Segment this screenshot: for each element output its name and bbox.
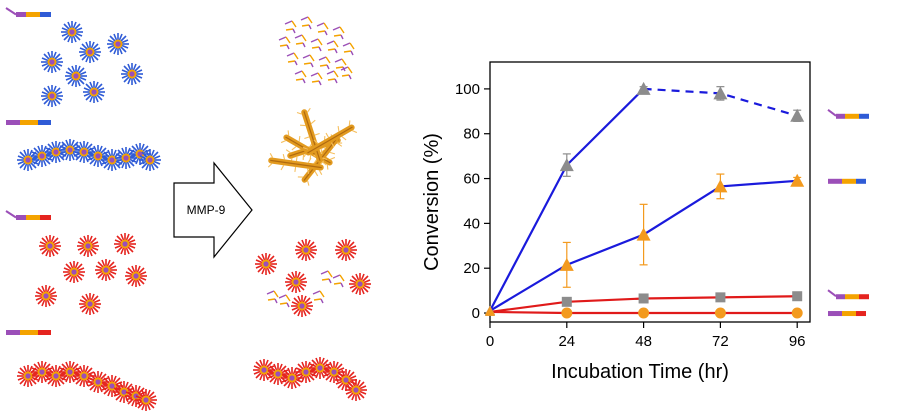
worm-micelle-red xyxy=(16,360,158,412)
y-tick-label: 60 xyxy=(463,171,480,188)
legend-icon-segment xyxy=(836,113,845,119)
y-tick-label: 100 xyxy=(455,81,480,98)
data-point xyxy=(713,179,728,193)
legend-icon-segment xyxy=(856,311,866,317)
data-point xyxy=(485,306,495,316)
x-tick-label: 48 xyxy=(635,333,652,350)
amphiphile-icon-blue xyxy=(5,7,51,17)
y-tick-label: 40 xyxy=(463,215,480,232)
data-point xyxy=(714,307,726,319)
fragment-cloud xyxy=(278,16,355,86)
data-point xyxy=(790,108,805,122)
legend-icon-segment xyxy=(828,311,842,317)
y-tick-label: 20 xyxy=(463,260,480,277)
x-tick-label: 72 xyxy=(712,333,729,350)
legend-icon-segment xyxy=(828,178,842,184)
spherical-micelles-red-after xyxy=(254,238,372,318)
amphiphile-icon-red xyxy=(5,210,51,220)
arrow-label: MMP-9 xyxy=(187,203,226,217)
y-tick-label: 0 xyxy=(472,305,480,322)
worm-micelle-red-after xyxy=(252,356,368,402)
y-axis-title: Conversion (%) xyxy=(421,133,443,271)
nanofibre-bundle xyxy=(266,106,359,188)
data-point xyxy=(638,307,650,319)
data-point xyxy=(636,227,651,241)
y-tick-label: 80 xyxy=(463,126,480,143)
data-point xyxy=(638,293,649,304)
legend-icon-segment xyxy=(842,311,856,317)
legend-icon-segment xyxy=(856,178,866,184)
legend-icon-segment xyxy=(845,113,859,119)
plot-frame xyxy=(489,61,811,323)
legend-icon-hook xyxy=(827,289,837,298)
schematic-panel: MMP-9 xyxy=(5,7,372,412)
worm-micelle-blue xyxy=(16,138,162,172)
legend-icon-segment xyxy=(859,113,869,119)
x-axis-title: Incubation Time (hr) xyxy=(551,361,729,383)
spherical-micelles-blue xyxy=(40,20,144,108)
conversion-chart: 0 24 48 72 96 0 20 40 60 80 100 Incubation Time (hr… xyxy=(421,61,869,383)
series-legend-icon xyxy=(828,178,866,184)
spherical-micelles-red xyxy=(34,232,148,316)
legend-icon-segment xyxy=(836,294,845,300)
amphiphile-icon-blue xyxy=(6,120,51,125)
mmp9-arrow: MMP-9 xyxy=(173,161,253,259)
amphiphile-icon-red xyxy=(6,330,51,335)
legend-icon-segment xyxy=(845,294,859,300)
legend-icon-segment xyxy=(859,294,869,300)
series-legend-icon xyxy=(827,108,869,119)
x-tick-label: 96 xyxy=(789,333,806,350)
data-point xyxy=(559,158,574,172)
data-point xyxy=(715,292,726,303)
data-point xyxy=(561,307,573,319)
x-tick-label: 0 xyxy=(486,333,494,350)
data-point xyxy=(559,257,574,271)
data-point xyxy=(792,291,803,302)
data-point xyxy=(713,86,728,100)
legend-icon-hook xyxy=(827,108,837,117)
series-legend-icon xyxy=(827,289,869,300)
data-point xyxy=(561,296,572,307)
legend-icon-segment xyxy=(842,178,856,184)
series-legend-icon xyxy=(828,311,866,317)
data-point xyxy=(791,307,803,319)
data-point xyxy=(790,173,805,187)
x-tick-label: 24 xyxy=(558,333,575,350)
data-point xyxy=(636,81,651,95)
